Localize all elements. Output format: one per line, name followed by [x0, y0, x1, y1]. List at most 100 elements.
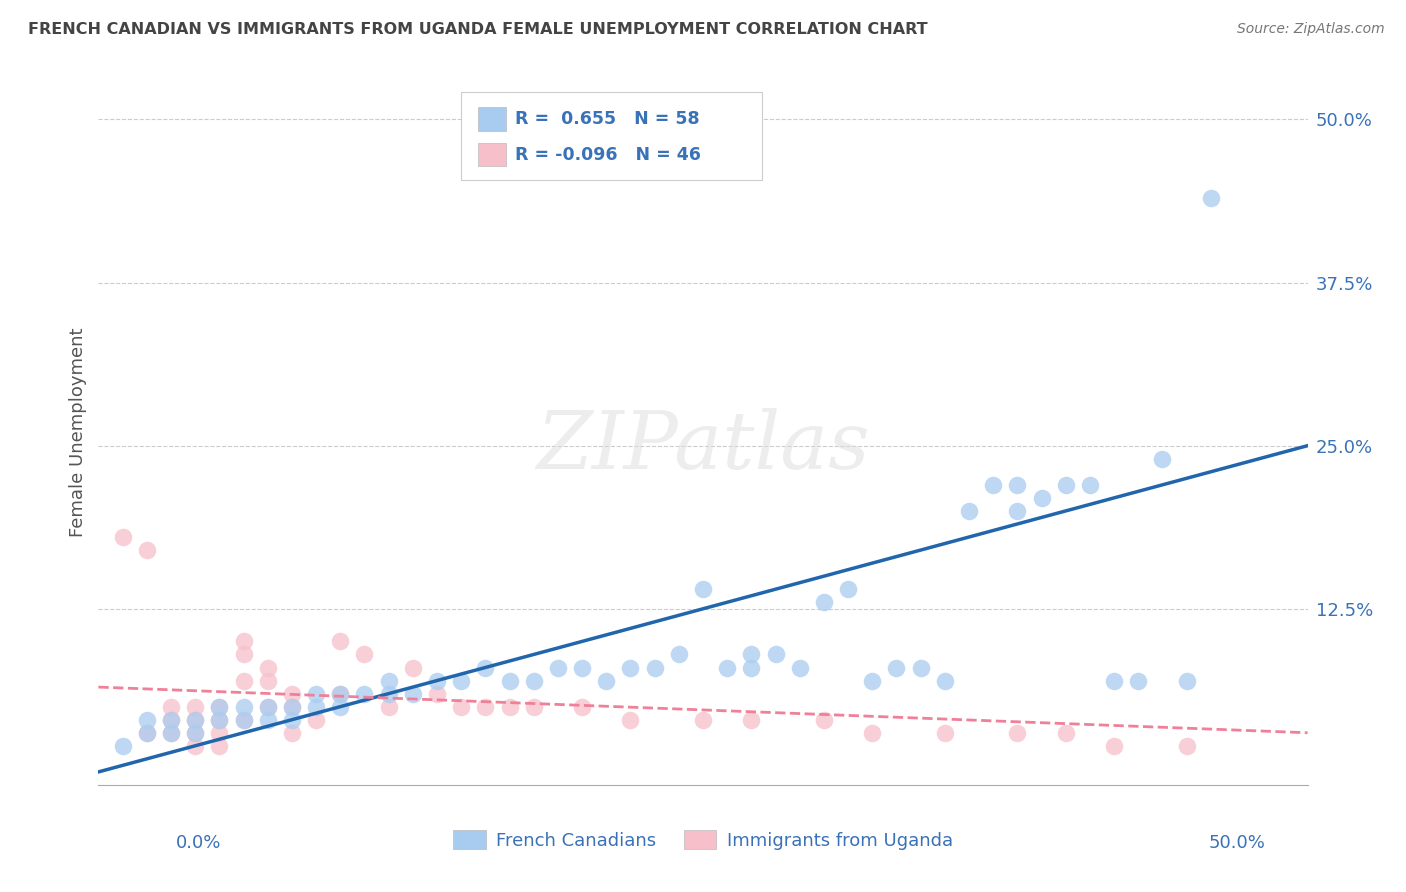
Point: [1102, 673, 1125, 688]
Point: [281, 713, 304, 727]
Point: [910, 660, 932, 674]
Point: [860, 725, 883, 739]
Point: [1007, 504, 1029, 518]
Text: R =  0.655   N = 58: R = 0.655 N = 58: [515, 110, 699, 128]
Point: [305, 687, 328, 701]
Point: [692, 582, 714, 597]
Point: [740, 713, 762, 727]
Point: [353, 648, 375, 662]
Point: [256, 673, 278, 688]
Point: [305, 713, 328, 727]
Point: [377, 699, 399, 714]
Point: [160, 725, 183, 739]
Point: [208, 725, 231, 739]
Text: 0.0%: 0.0%: [176, 834, 221, 852]
Point: [232, 648, 254, 662]
Point: [426, 673, 449, 688]
Point: [281, 699, 304, 714]
Point: [547, 660, 569, 674]
Point: [668, 648, 690, 662]
Point: [837, 582, 859, 597]
Point: [160, 713, 183, 727]
Point: [232, 713, 254, 727]
Point: [329, 687, 352, 701]
Point: [1054, 478, 1077, 492]
Point: [1031, 491, 1053, 505]
Point: [474, 699, 496, 714]
Point: [377, 673, 399, 688]
Point: [184, 713, 207, 727]
Point: [1175, 673, 1198, 688]
Point: [619, 660, 641, 674]
Point: [256, 699, 278, 714]
Text: 50.0%: 50.0%: [1209, 834, 1265, 852]
Point: [184, 739, 207, 753]
Point: [208, 713, 231, 727]
Point: [256, 660, 278, 674]
Point: [402, 687, 425, 701]
Point: [160, 725, 183, 739]
Point: [934, 725, 956, 739]
Point: [860, 673, 883, 688]
Point: [111, 739, 134, 753]
Point: [184, 725, 207, 739]
Point: [184, 713, 207, 727]
Point: [1007, 478, 1029, 492]
Point: [571, 660, 593, 674]
Point: [740, 660, 762, 674]
Point: [740, 648, 762, 662]
Point: [377, 687, 399, 701]
Point: [886, 660, 908, 674]
Point: [281, 687, 304, 701]
Point: [135, 725, 157, 739]
Point: [329, 687, 352, 701]
Point: [1078, 478, 1101, 492]
Point: [281, 699, 304, 714]
Point: [135, 543, 157, 558]
Point: [184, 699, 207, 714]
Point: [1152, 451, 1174, 466]
Point: [111, 530, 134, 544]
Point: [208, 713, 231, 727]
Point: [716, 660, 738, 674]
Point: [329, 699, 352, 714]
Point: [329, 634, 352, 648]
Point: [765, 648, 787, 662]
Point: [498, 699, 520, 714]
Y-axis label: Female Unemployment: Female Unemployment: [69, 328, 87, 537]
Point: [208, 699, 231, 714]
Point: [135, 713, 157, 727]
Point: [619, 713, 641, 727]
Point: [813, 595, 835, 609]
Point: [232, 699, 254, 714]
Point: [1128, 673, 1150, 688]
Point: [595, 673, 617, 688]
Point: [232, 713, 254, 727]
Text: FRENCH CANADIAN VS IMMIGRANTS FROM UGANDA FEMALE UNEMPLOYMENT CORRELATION CHART: FRENCH CANADIAN VS IMMIGRANTS FROM UGAND…: [28, 22, 928, 37]
Point: [208, 699, 231, 714]
Point: [402, 660, 425, 674]
Point: [692, 713, 714, 727]
Point: [474, 660, 496, 674]
Point: [523, 699, 546, 714]
Point: [523, 673, 546, 688]
Point: [160, 699, 183, 714]
Legend: French Canadians, Immigrants from Uganda: French Canadians, Immigrants from Uganda: [446, 823, 960, 857]
Point: [1007, 725, 1029, 739]
Point: [1199, 191, 1222, 205]
Text: Source: ZipAtlas.com: Source: ZipAtlas.com: [1237, 22, 1385, 37]
Point: [184, 725, 207, 739]
Text: R = -0.096   N = 46: R = -0.096 N = 46: [515, 145, 700, 163]
Point: [160, 713, 183, 727]
Point: [281, 725, 304, 739]
Point: [981, 478, 1004, 492]
Point: [498, 673, 520, 688]
Point: [789, 660, 811, 674]
Point: [232, 673, 254, 688]
Point: [256, 699, 278, 714]
Point: [208, 739, 231, 753]
Point: [426, 687, 449, 701]
Point: [353, 687, 375, 701]
Point: [450, 673, 472, 688]
Point: [644, 660, 666, 674]
